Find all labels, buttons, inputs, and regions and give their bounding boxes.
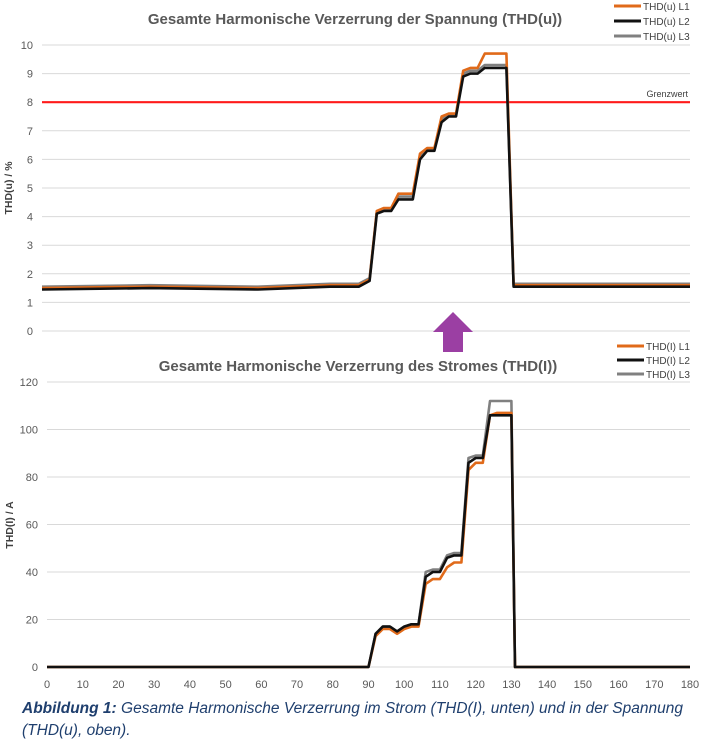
y-tick-label: 8 [27,97,33,109]
series-line-1 [47,411,690,669]
series-line-2 [47,413,690,669]
x-tick-label: 40 [184,679,196,691]
x-tick-label: 30 [148,679,160,691]
y-tick-label: 6 [27,154,33,166]
y-axis-label: THD(u) / % [3,161,15,215]
y-tick-label: 0 [32,662,38,674]
y-tick-label: 2 [27,269,33,281]
legend-label: THD(I) L1 [646,342,690,353]
y-tick-label: 100 [20,425,38,437]
legend-label: THD(u) L1 [643,2,690,13]
x-tick-label: 140 [538,679,556,691]
up-arrow-icon [433,312,473,352]
legend-label: THD(I) L3 [646,370,690,381]
y-tick-label: 3 [27,240,33,252]
x-tick-label: 20 [112,679,124,691]
x-tick-label: 10 [77,679,89,691]
y-tick-label: 7 [27,126,33,138]
reference-line-label: Grenzwert [646,89,688,99]
y-tick-label: 20 [26,615,38,627]
x-tick-label: 0 [44,679,50,691]
x-tick-label: 130 [502,679,520,691]
x-tick-label: 180 [681,679,699,691]
y-tick-label: 1 [27,297,33,309]
y-tick-label: 0 [27,326,33,338]
x-tick-label: 100 [395,679,413,691]
caption-label: Abbildung 1: [22,700,117,717]
y-axis-label: THD(I) / A [4,501,16,549]
voltage-thd-chart: 0 1 2 3 4 5 6 7 8 9 10 Gesamte Harmonische Verzerru… [3,2,690,338]
caption-text: Gesamte Harmonische Verzerrung im Strom … [22,700,683,739]
x-tick-label: 120 [466,679,484,691]
legend-label: THD(I) L2 [646,356,690,367]
y-tick-label: 4 [27,212,33,224]
y-tick-label: 40 [26,567,38,579]
y-tick-label: 80 [26,472,38,484]
x-tick-label: 50 [219,679,231,691]
x-tick-label: 70 [291,679,303,691]
chart-title: Gesamte Harmonische Verzerrung des Strom… [159,358,557,375]
figure-caption: Abbildung 1: Gesamte Harmonische Verzerr… [22,698,702,742]
x-tick-label: 150 [574,679,592,691]
series-line-3 [41,63,690,289]
series-line-2 [41,66,690,291]
x-tick-label: 90 [362,679,374,691]
x-tick-label: 170 [645,679,663,691]
x-tick-label: 60 [255,679,267,691]
y-tick-label: 9 [27,69,33,81]
y-tick-label: 10 [21,40,33,52]
x-tick-label: 110 [431,679,449,691]
legend-label: THD(u) L3 [643,32,690,43]
y-tick-label: 60 [26,520,38,532]
x-tick-label: 80 [327,679,339,691]
x-tick-label: 160 [609,679,627,691]
y-tick-label: 120 [20,377,38,389]
current-thd-chart: 0 20 40 60 80 100 120 0 10 20 30 40 50 60 70 80 90 100 110… [4,342,699,691]
chart-title: Gesamte Harmonische Verzerrung der Spann… [148,11,562,28]
y-tick-label: 5 [27,183,33,195]
series-line-1 [41,52,690,290]
series-line-3 [47,399,690,669]
legend-label: THD(u) L2 [643,17,690,28]
